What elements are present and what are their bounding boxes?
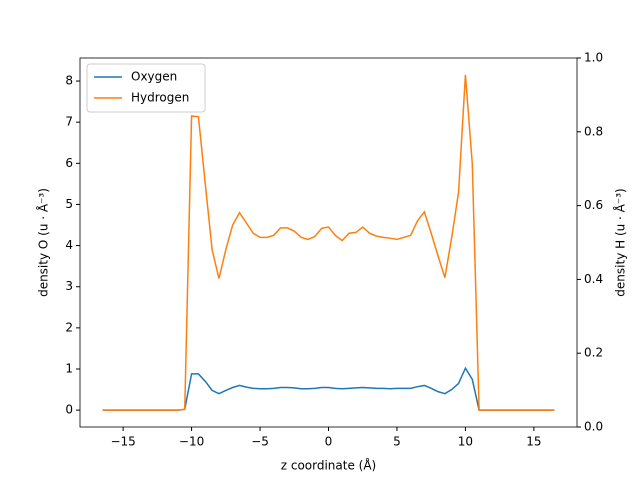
legend-box xyxy=(86,63,206,113)
plot-frame xyxy=(79,57,578,428)
x-tick-label: −5 xyxy=(251,435,269,449)
x-tick-label: −15 xyxy=(110,435,135,449)
legend-label: Oxygen xyxy=(131,70,177,84)
y-axis-label: density O (u · Å⁻³) xyxy=(36,188,51,297)
y-tick-label: 8 xyxy=(65,74,73,88)
y-tick-label: 1 xyxy=(65,361,73,375)
y2-axis-label: density H (u · Å⁻³) xyxy=(613,188,628,296)
x-tick-label: 0 xyxy=(325,435,333,449)
x-axis-label: z coordinate (Å) xyxy=(281,458,377,473)
legend-label: Hydrogen xyxy=(131,91,189,105)
x-tick-label: 10 xyxy=(458,435,473,449)
legend: Oxygen Hydrogen xyxy=(86,63,206,113)
y2-tick-label: 0.4 xyxy=(584,272,603,286)
y-tick-label: 3 xyxy=(65,279,73,293)
y2-tick-label: 0.6 xyxy=(584,198,603,212)
y-tick-label: 7 xyxy=(65,115,73,129)
x-tick-label: −10 xyxy=(179,435,204,449)
y-tick-label: 2 xyxy=(65,320,73,334)
y2-tick-label: 0.0 xyxy=(584,420,603,434)
line-hydrogen xyxy=(102,74,555,411)
y2-tick-label: 0.2 xyxy=(584,346,603,360)
y2-tick-label: 0.8 xyxy=(584,124,603,138)
y-tick-label: 5 xyxy=(65,197,73,211)
y-tick-label: 0 xyxy=(65,403,73,417)
y2-tick-label: 1.0 xyxy=(584,51,603,65)
x-tick-label: 5 xyxy=(393,435,401,449)
y-tick-label: 4 xyxy=(65,238,73,252)
y-tick-label: 6 xyxy=(65,156,73,170)
x-tick-label: 15 xyxy=(526,435,541,449)
